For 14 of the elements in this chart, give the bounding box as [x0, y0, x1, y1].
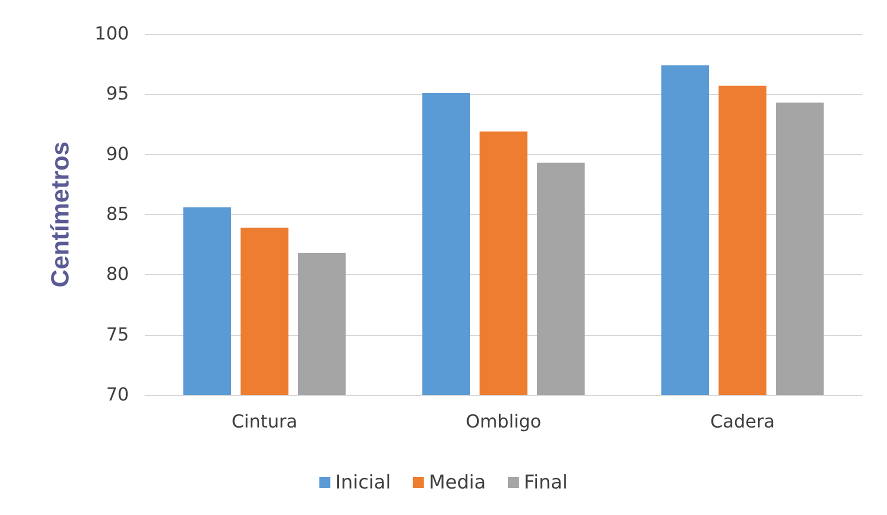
x-tick-label: Ombligo — [466, 412, 542, 432]
legend-label: Inicial — [335, 472, 391, 494]
y-tick-label: 85 — [106, 204, 129, 225]
x-tick-label: Cintura — [232, 412, 298, 432]
x-tick-label: Cadera — [710, 412, 775, 432]
legend-label: Media — [428, 472, 486, 494]
y-tick-label: 80 — [106, 264, 129, 286]
legend-label: Final — [524, 472, 568, 494]
y-tick-label: 100 — [94, 24, 129, 44]
y-axis-title: Centímetros — [46, 142, 74, 288]
y-tick-label: 75 — [106, 324, 129, 346]
y-tick-label: 70 — [106, 384, 129, 406]
y-tick-label: 90 — [106, 144, 129, 165]
y-tick-label: 95 — [106, 84, 129, 105]
